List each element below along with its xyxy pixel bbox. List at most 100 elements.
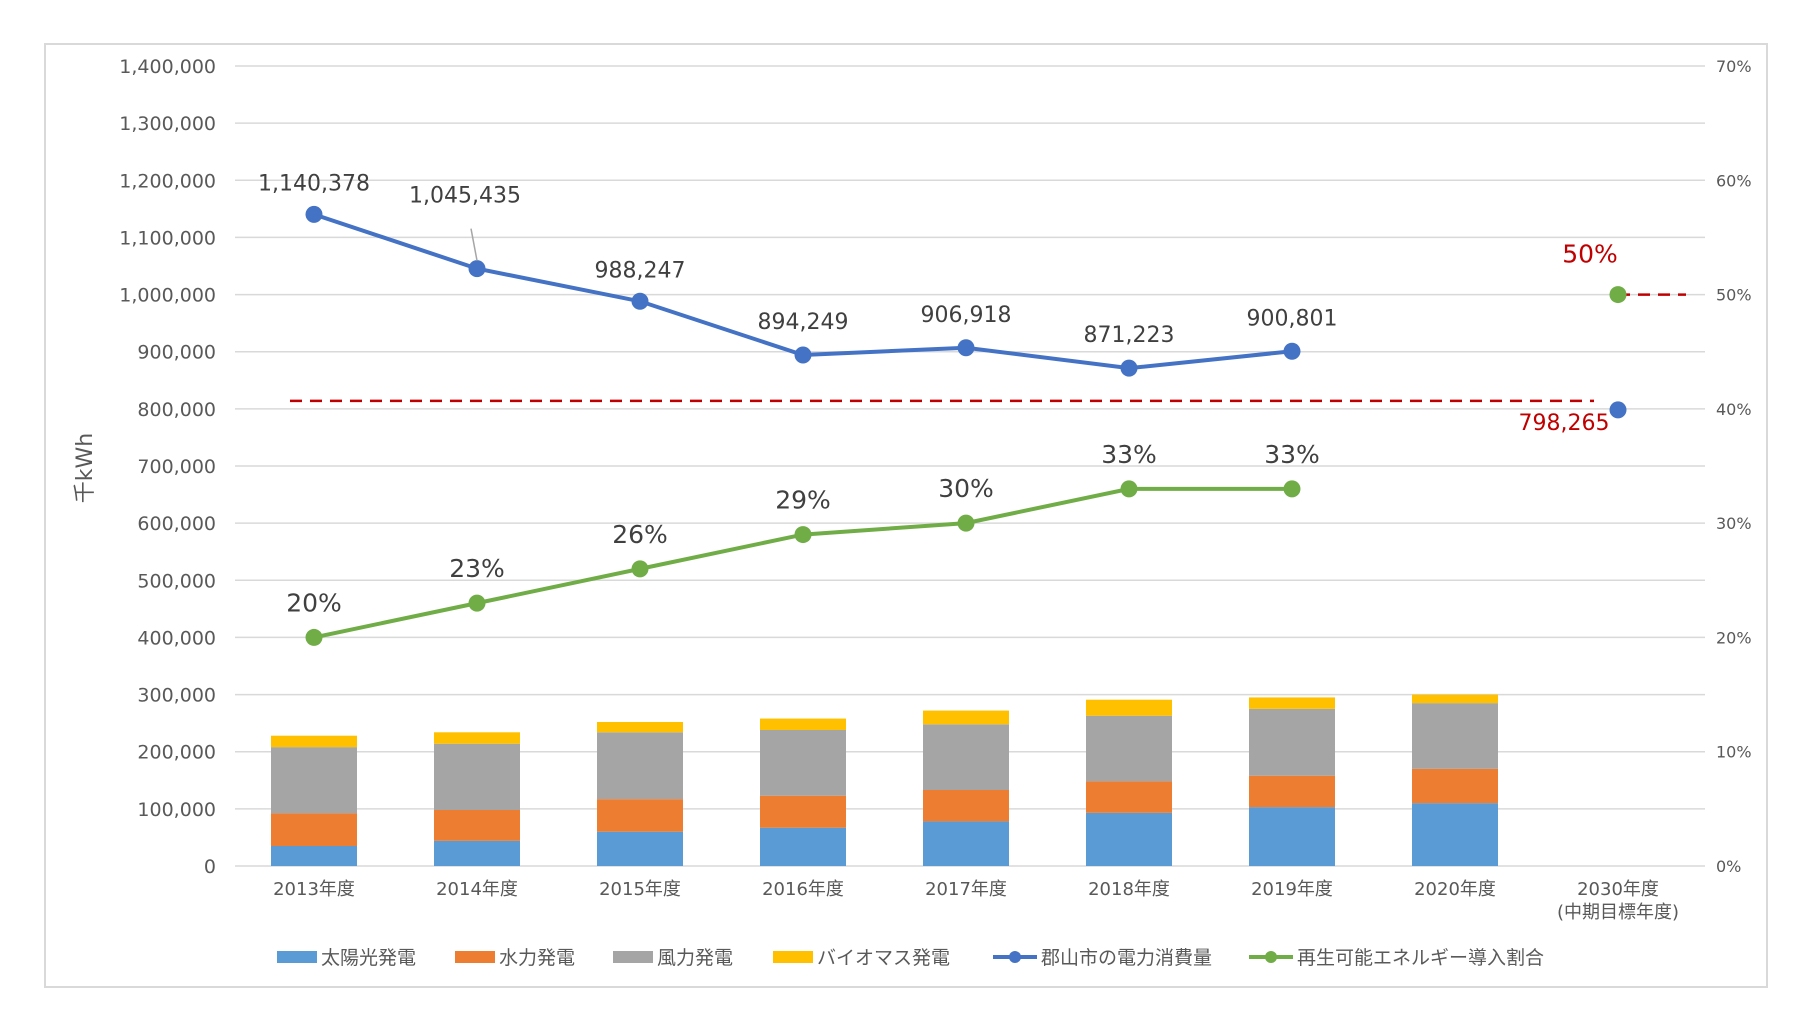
data-point (631, 292, 649, 310)
data-label: 871,223 (1084, 323, 1175, 348)
bar-segment (434, 732, 520, 744)
category-sublabel: (中期目標年度) (1557, 902, 1679, 923)
left-axis-ticks: 1,400,000 1,300,000 1,200,000 1,100,000 1,00… (119, 56, 216, 878)
bar-segment (271, 735, 357, 748)
y-tick-label: 1,200,000 (119, 170, 216, 192)
data-label: 20% (286, 588, 342, 617)
bar-segment (597, 722, 683, 733)
data-point (305, 628, 323, 646)
data-label: 26% (612, 520, 668, 549)
category-label: 2017年度 (925, 879, 1007, 900)
y-tick-label: 0 (204, 856, 216, 878)
data-label: 1,140,378 (258, 171, 370, 196)
bar-segment (434, 743, 520, 810)
line-series: 1,140,378 1,045,435 988,247 894,249 906,918 8… (258, 171, 1627, 646)
legend-swatch (277, 951, 317, 963)
label-leader-line (470, 228, 478, 261)
bar-segment (1412, 803, 1498, 866)
bar-segment (1086, 781, 1172, 813)
bar-segment (923, 821, 1009, 866)
data-point (957, 514, 975, 532)
category-label: 2014年度 (436, 879, 518, 900)
data-point (468, 594, 486, 612)
legend-label: 郡山市の電力消費量 (1041, 947, 1212, 969)
data-point (794, 346, 812, 364)
category-label: 2020年度 (1414, 879, 1496, 900)
data-label: 906,918 (921, 303, 1012, 328)
y2-tick-label: 10% (1716, 743, 1752, 762)
legend-swatch (613, 951, 653, 963)
category-label: 2013年度 (273, 879, 355, 900)
y-tick-label: 1,100,000 (119, 227, 216, 249)
stacked-bars (271, 694, 1498, 866)
category-labels: 2013年度 2014年度 2015年度 2016年度 2017年度 2018年度 2019… (273, 879, 1679, 923)
legend-label: 太陽光発電 (321, 947, 416, 969)
data-point (305, 205, 323, 223)
category-label: 2018年度 (1088, 879, 1170, 900)
y-tick-label: 400,000 (137, 627, 216, 649)
bar-segment (1249, 697, 1335, 709)
y-tick-label: 100,000 (137, 799, 216, 821)
category-label: 2016年度 (762, 879, 844, 900)
bar-segment (597, 831, 683, 866)
y2-tick-label: 0% (1716, 857, 1741, 876)
data-point (1120, 359, 1138, 377)
data-label: 894,249 (758, 310, 849, 335)
bar-segment (760, 730, 846, 796)
legend-marker (1009, 951, 1021, 963)
y2-tick-label: 40% (1716, 400, 1752, 419)
data-point (468, 260, 486, 278)
target-lines (290, 293, 1686, 403)
y-tick-label: 1,400,000 (119, 56, 216, 78)
y-tick-label: 200,000 (137, 742, 216, 764)
data-label: 33% (1101, 440, 1157, 469)
y2-tick-label: 60% (1716, 171, 1752, 190)
legend-marker (1265, 951, 1277, 963)
data-point (1609, 286, 1627, 304)
bar-segment (923, 790, 1009, 822)
y2-tick-label: 50% (1716, 286, 1752, 305)
y-tick-label: 1,000,000 (119, 285, 216, 307)
y2-tick-label: 70% (1716, 57, 1752, 76)
data-point (631, 560, 649, 578)
bar-segment (760, 795, 846, 828)
bar-segment (760, 718, 846, 730)
legend: 太陽光発電 水力発電 風力発電 バイオマス発電 郡山市の電力消費量 再生可能エネルギー導入… (277, 947, 1544, 969)
bar-segment (1249, 775, 1335, 808)
data-label: 988,247 (595, 258, 686, 283)
bar-segment (434, 840, 520, 866)
category-label: 2030年度 (1577, 879, 1659, 900)
legend-label: 水力発電 (499, 947, 575, 969)
bar-segment (923, 710, 1009, 725)
y-tick-label: 600,000 (137, 513, 216, 535)
y-tick-label: 900,000 (137, 342, 216, 364)
y-tick-label: 700,000 (137, 456, 216, 478)
bar-segment (1412, 694, 1498, 704)
legend-label: 再生可能エネルギー導入割合 (1297, 947, 1544, 969)
bar-segment (271, 813, 357, 846)
legend-label: バイオマス発電 (817, 947, 950, 969)
bar-segment (1249, 708, 1335, 776)
bar-segment (1086, 715, 1172, 782)
y-tick-label: 1,300,000 (119, 113, 216, 135)
category-label: 2015年度 (599, 879, 681, 900)
y2-tick-label: 30% (1716, 514, 1752, 533)
y-tick-label: 800,000 (137, 399, 216, 421)
legend-label: 風力発電 (657, 947, 733, 969)
bar-segment (597, 732, 683, 800)
legend-swatch (773, 951, 813, 963)
bar-segment (1412, 703, 1498, 769)
bar-segment (597, 799, 683, 832)
y-tick-label: 300,000 (137, 685, 216, 707)
data-point (1120, 480, 1138, 498)
bar-segment (1249, 807, 1335, 866)
data-label: 23% (449, 554, 505, 583)
bar-segment (1086, 812, 1172, 866)
data-point (1609, 401, 1627, 419)
bar-segment (923, 724, 1009, 790)
bar-segment (1086, 699, 1172, 716)
bar-segment (1412, 768, 1498, 804)
y-axis-label: 千kWh (73, 433, 98, 503)
bar-segment (434, 810, 520, 841)
data-label: 798,265 (1519, 411, 1610, 436)
